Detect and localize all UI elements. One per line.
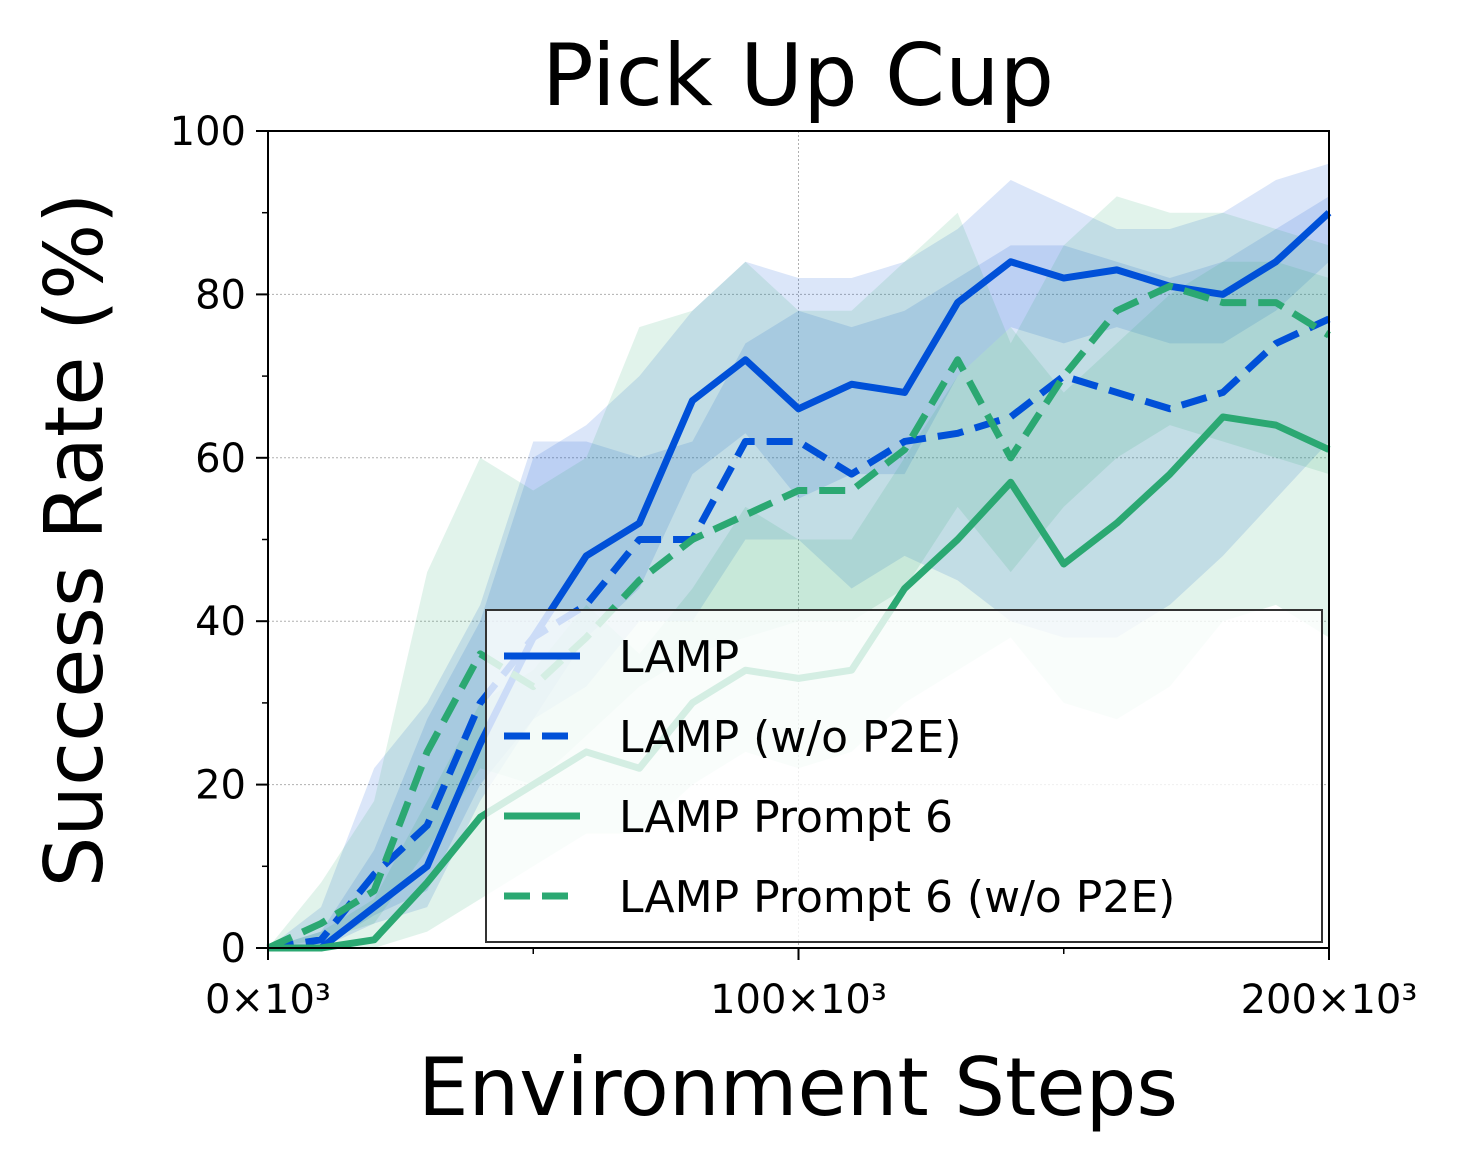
y-tick-label: 0 <box>221 926 246 972</box>
confidence-band <box>268 196 1329 949</box>
confidence-band <box>268 163 1329 948</box>
legend-label: LAMP (w/o P2E) <box>619 712 961 763</box>
y-tick-label: 40 <box>195 599 246 645</box>
series-line <box>268 210 1332 952</box>
axis-ticks: 0 20 40 60 80 100 0×10³ 100×10³ 200×10³ <box>170 109 1418 1023</box>
y-tick-label: 100 <box>170 109 246 155</box>
legend-box <box>485 609 1323 943</box>
y-tick-label: 60 <box>195 436 246 482</box>
chart-title: Pick Up Cup <box>542 26 1054 126</box>
x-axis-label: Environment Steps <box>418 1041 1178 1134</box>
legend-label: LAMP Prompt 6 <box>619 792 953 843</box>
series-line <box>266 282 1331 952</box>
legend-label: LAMP Prompt 6 (w/o P2E) <box>619 872 1175 923</box>
x-tick-label: 100×10³ <box>710 977 887 1023</box>
y-axis-label: Success Rate (%) <box>28 193 121 888</box>
legend-label: LAMP <box>619 632 739 683</box>
y-tick-label: 80 <box>195 272 246 318</box>
y-tick-label: 20 <box>195 763 246 809</box>
series-line <box>267 315 1331 952</box>
x-tick-label: 200×10³ <box>1241 977 1418 1023</box>
x-tick-label: 0×10³ <box>205 977 331 1023</box>
legend: LAMP LAMP (w/o P2E) LAMP Prompt 6 LAMP Prom… <box>485 609 1323 943</box>
